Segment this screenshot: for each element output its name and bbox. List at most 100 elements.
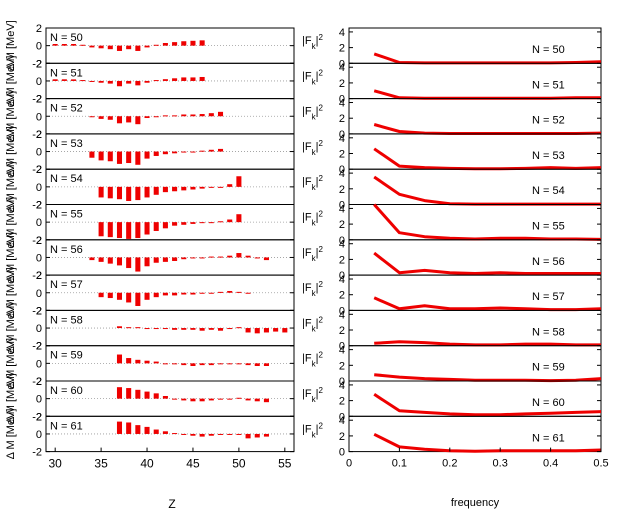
spectrum-panel: 0 2 4 N = 58 |Fk|2: [302, 309, 602, 353]
bar: [245, 363, 251, 366]
y-tick-label: 4: [339, 203, 345, 215]
bar: [144, 116, 150, 119]
bar: [162, 79, 168, 81]
y-tick-label: 2: [36, 305, 42, 317]
bar: [181, 398, 187, 401]
y-tick-label: 0: [339, 447, 345, 459]
y-tick-label: 0: [36, 217, 42, 229]
bar: [107, 292, 113, 299]
bar: [181, 151, 187, 153]
bar: [162, 396, 168, 399]
bar: [245, 255, 251, 258]
bar: [135, 257, 141, 272]
y-tick-label: 0: [339, 94, 345, 106]
panel-label: N = 60: [50, 385, 83, 397]
bar: [107, 186, 113, 199]
bar: [190, 328, 196, 330]
panel-label: N = 52: [50, 103, 83, 115]
bar: [181, 257, 187, 260]
y-tick-label: -2: [32, 447, 42, 459]
bar: [71, 79, 77, 81]
bar: [199, 363, 205, 366]
bar: [172, 328, 178, 330]
y-tick-label: 0: [36, 252, 42, 264]
y-tick-label: 4: [339, 274, 345, 286]
y-axis-label: Δ M [MeV]: [5, 56, 17, 107]
bar: [181, 222, 187, 225]
x-tick-label: 0.1: [392, 458, 407, 470]
y-tick-label: 2: [36, 164, 42, 176]
bar: [126, 80, 132, 84]
bar: [144, 80, 150, 83]
x-tick-label: 0.3: [493, 458, 508, 470]
bar: [172, 433, 178, 435]
y-tick-label: 2: [339, 149, 345, 161]
bar: [98, 257, 104, 262]
bar: [190, 222, 196, 224]
bar: [144, 151, 150, 159]
bar: [217, 433, 224, 435]
panel-label-background: [48, 206, 92, 221]
y-tick-label: 0: [339, 341, 345, 353]
bar: [144, 222, 150, 235]
bar: [199, 257, 205, 259]
bar: [107, 116, 113, 120]
bar: [135, 292, 141, 306]
bar: [126, 388, 132, 399]
bar: [208, 292, 214, 294]
panel-label: N = 50: [532, 44, 565, 56]
bar: [153, 292, 159, 298]
bar: [199, 292, 205, 294]
right-chart-power-spectra: 0 2 4 N = 50 |Fk|2 0 2 4 N = 51 |Fk|2 0 2 4 N = 52 |Fk…: [302, 27, 609, 470]
y-tick-label: 0: [339, 129, 345, 141]
bar: [116, 292, 123, 300]
left-x-axis-label: Z: [168, 497, 175, 511]
panel-label: N = 56: [50, 244, 83, 256]
spectrum-panel: 0 2 4 N = 60 |Fk|2: [302, 380, 602, 423]
y-tick-label: 4: [339, 345, 345, 357]
y-axis-label: Δ M [MeV]: [5, 338, 17, 389]
x-tick-label: 50: [232, 457, 246, 471]
y-tick-label: 4: [339, 133, 345, 145]
bar: [98, 80, 104, 83]
bar: [135, 151, 141, 165]
bar: [162, 257, 168, 262]
y-tick-label: -2: [32, 235, 42, 247]
y-axis-label: Δ M [MeV]: [5, 126, 17, 177]
bar: [162, 363, 168, 365]
bar: [116, 222, 123, 239]
bar: [162, 43, 168, 46]
bar: [208, 433, 214, 436]
bar: [61, 78, 67, 81]
y-tick-label: -2: [32, 129, 42, 141]
mass-panel: -2 0 2 N = 60 Δ M [MeV]: [5, 373, 295, 424]
bar: [153, 116, 159, 118]
panel-label: N = 51: [50, 67, 83, 79]
bar: [107, 80, 113, 84]
y-tick-label: 4: [339, 168, 345, 180]
bar: [98, 292, 104, 298]
panel-label-background: [48, 347, 92, 362]
panel-label: N = 54: [532, 185, 565, 197]
y-tick-label: 0: [36, 394, 42, 406]
bar: [208, 222, 214, 224]
mass-panel: -2 0 2 N = 56 Δ M [MeV]: [5, 232, 295, 283]
y-axis-label: Δ M [MeV]: [5, 409, 17, 460]
bar: [208, 363, 214, 366]
bar: [80, 80, 86, 82]
bar: [116, 151, 123, 164]
y-tick-label: -2: [32, 164, 42, 176]
bar: [199, 40, 205, 46]
bar: [273, 328, 279, 332]
y-axis-label: |Fk|2: [302, 138, 323, 156]
bar: [172, 115, 178, 117]
bar: [236, 433, 242, 435]
panel-label: N = 59: [50, 350, 83, 362]
y-axis-label: Δ M [MeV]: [5, 267, 17, 318]
y-tick-label: 0: [339, 270, 345, 282]
bar: [181, 433, 187, 435]
bar: [144, 426, 150, 434]
y-tick-label: 2: [36, 200, 42, 212]
